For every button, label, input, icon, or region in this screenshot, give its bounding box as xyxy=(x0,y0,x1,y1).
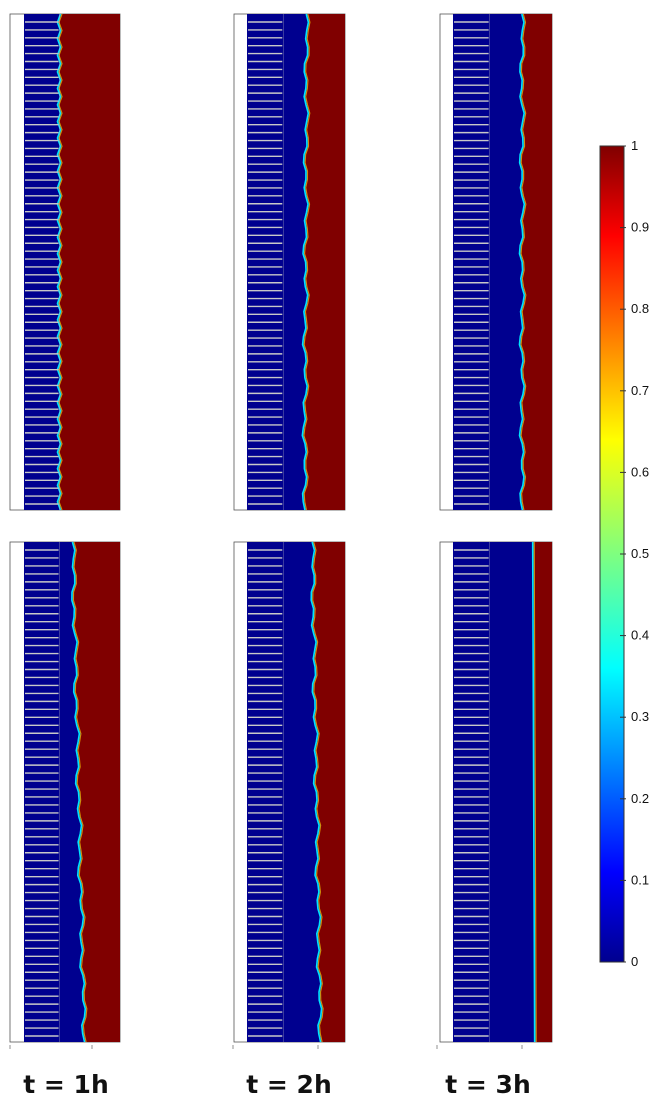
panel-r2-c1 xyxy=(9,541,121,1043)
front-edge-outer xyxy=(312,541,324,1043)
field-low-region xyxy=(24,14,62,510)
front-edge-inner xyxy=(301,13,310,511)
colorbar-tick-label: 0.9 xyxy=(631,220,649,235)
colorbar-tick-label: 0.3 xyxy=(631,709,649,724)
front-edge-inner xyxy=(531,541,536,1043)
time-label-2: t = 2h xyxy=(246,1070,332,1097)
colorbar-tick-label: 0 xyxy=(631,954,638,969)
front-edge-outer xyxy=(533,541,537,1043)
panel-r2-c3 xyxy=(439,541,553,1043)
panel-r1-c2 xyxy=(233,13,346,511)
colorbar-tick-label: 0.2 xyxy=(631,791,649,806)
time-label-3: t = 3h xyxy=(445,1070,531,1097)
panel-r2-c2 xyxy=(233,541,346,1043)
front-edge-outer xyxy=(58,13,63,511)
field-low-region xyxy=(247,14,310,510)
front-edge-outer xyxy=(303,13,311,511)
colorbar-ticks: 0 0.1 0.2 0.3 0.4 0.5 0.6 0.7 0.8 0.9 1 xyxy=(620,138,649,969)
panel-r1-c1 xyxy=(9,13,121,511)
colorbar: 0 0.1 0.2 0.3 0.4 0.5 0.6 0.7 0.8 0.9 1 xyxy=(599,138,649,969)
front-edge-inner xyxy=(56,13,62,511)
front-edge-outer xyxy=(72,541,88,1043)
colorbar-tick-label: 1 xyxy=(631,138,638,153)
colorbar-tick-label: 0.1 xyxy=(631,872,649,887)
panel-grid xyxy=(9,13,553,1049)
colorbar-tick-label: 0.8 xyxy=(631,301,649,316)
colorbar-tick-label: 0.6 xyxy=(631,464,649,479)
panel-r1-c3 xyxy=(439,13,553,511)
colorbar-tick-label: 0.5 xyxy=(631,546,649,561)
colorbar-tick-label: 0.4 xyxy=(631,628,649,643)
time-label-1: t = 1h xyxy=(23,1070,109,1097)
colorbar-tick-label: 0.7 xyxy=(631,383,649,398)
front-edge-inner xyxy=(310,541,323,1043)
field-low-region xyxy=(453,542,537,1042)
front-edge-inner xyxy=(518,13,526,511)
field-low-region xyxy=(247,542,324,1042)
front-edge-inner xyxy=(71,541,87,1043)
front-edge-outer xyxy=(520,13,527,511)
